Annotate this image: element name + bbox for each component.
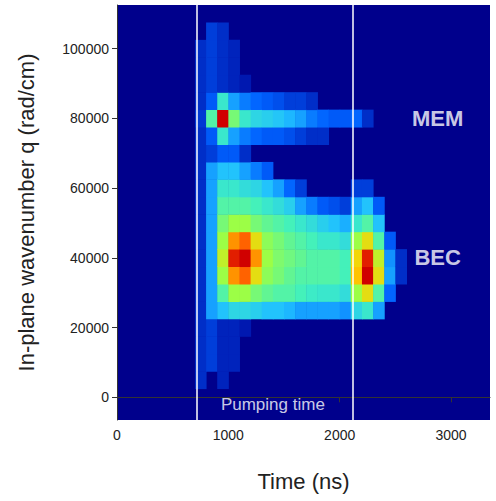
svg-text:40000: 40000 — [70, 250, 109, 266]
svg-text:BEC: BEC — [414, 245, 461, 270]
svg-text:20000: 20000 — [70, 320, 109, 336]
svg-text:0: 0 — [113, 427, 121, 443]
svg-text:Time (ns): Time (ns) — [257, 469, 349, 494]
svg-text:100000: 100000 — [62, 41, 109, 57]
svg-text:1000: 1000 — [213, 427, 244, 443]
svg-text:3000: 3000 — [435, 427, 466, 443]
svg-text:80000: 80000 — [70, 110, 109, 126]
svg-text:2000: 2000 — [324, 427, 355, 443]
svg-text:MEM: MEM — [412, 106, 463, 131]
svg-text:60000: 60000 — [70, 180, 109, 196]
svg-text:In-plane wavenumber q (rad/cm): In-plane wavenumber q (rad/cm) — [14, 54, 39, 372]
svg-text:0: 0 — [101, 389, 109, 405]
svg-text:Pumping time: Pumping time — [221, 395, 325, 414]
